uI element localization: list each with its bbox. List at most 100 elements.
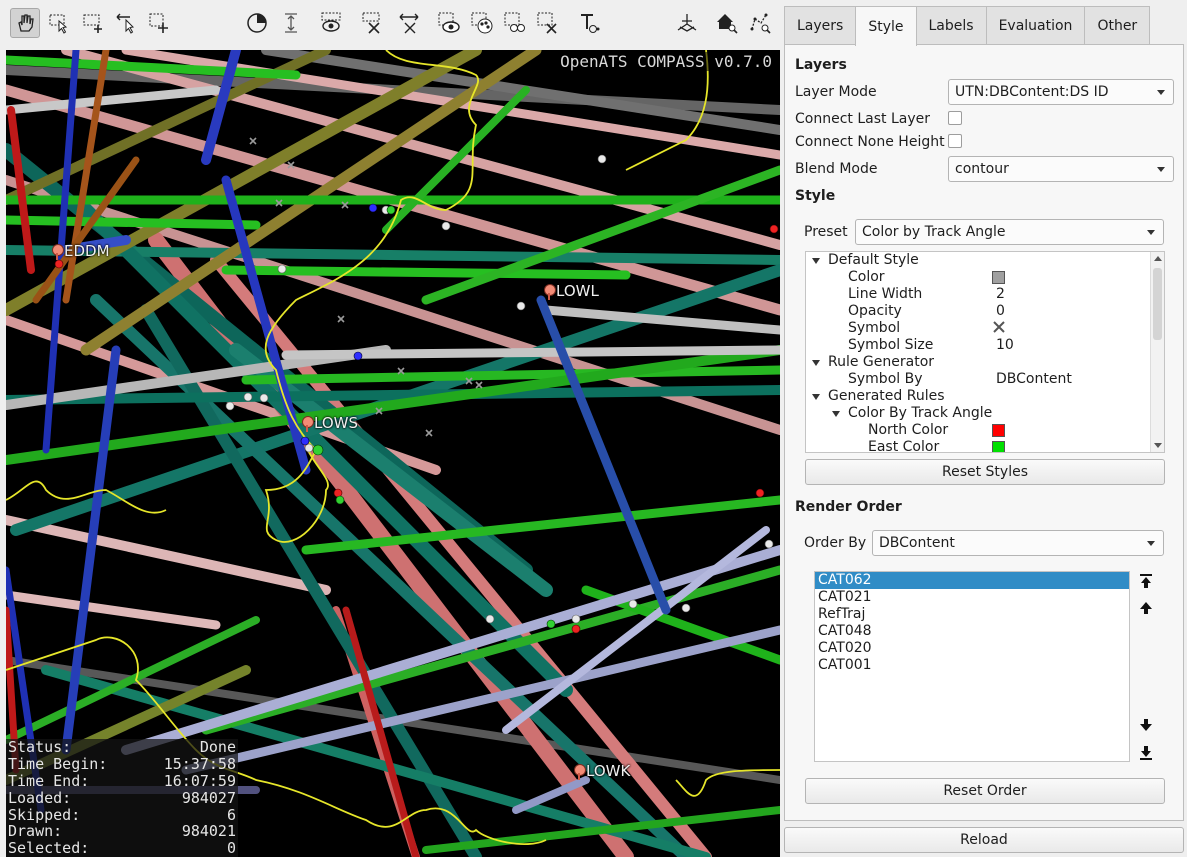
- tree-label: East Color: [868, 439, 940, 453]
- connect-last-layer-checkbox[interactable]: [948, 111, 962, 125]
- status-value: 984021: [181, 822, 236, 841]
- tree-row-generated-rules[interactable]: Generated Rules: [810, 388, 945, 405]
- expand-caret-icon[interactable]: [832, 411, 840, 417]
- status-label: Time Begin:: [8, 755, 108, 774]
- clear-selection-icon[interactable]: [357, 8, 387, 38]
- status-row: Time Begin: 15:37:58: [8, 756, 236, 773]
- tab-layers[interactable]: Layers: [784, 6, 857, 45]
- home-zoom-icon[interactable]: [712, 8, 742, 38]
- move-down-icon[interactable]: [1137, 716, 1155, 734]
- status-row: Selected: 0: [8, 840, 236, 857]
- tree-row-color[interactable]: Color: [806, 269, 1005, 286]
- measure-icon[interactable]: [500, 8, 530, 38]
- status-row: Loaded: 984027: [8, 790, 236, 807]
- reload-button[interactable]: Reload: [784, 827, 1184, 853]
- blend-mode-label: Blend Mode: [795, 161, 878, 177]
- navigate-hand-icon[interactable]: [10, 8, 40, 38]
- tree-row-line-width[interactable]: Line Width 2: [806, 286, 1005, 303]
- select-move-icon[interactable]: [111, 8, 141, 38]
- color-labels-icon[interactable]: [467, 8, 497, 38]
- tree-row-north-color[interactable]: North Color: [806, 422, 1005, 439]
- height-filter-icon[interactable]: [276, 8, 306, 38]
- move-up-icon[interactable]: [1137, 599, 1155, 617]
- chevron-down-icon: [1147, 541, 1155, 546]
- tree-row-color-by-track-angle[interactable]: Color By Track Angle: [830, 405, 992, 422]
- axis-3d-icon[interactable]: [672, 8, 702, 38]
- tree-label: Generated Rules: [828, 388, 945, 404]
- style-tree[interactable]: Default Style Color Line Width 2 Opacity…: [805, 251, 1165, 453]
- style-tab-pane: Layers Layer Mode UTN:DBContent:DS ID Co…: [784, 44, 1184, 821]
- select-add-icon[interactable]: [44, 8, 74, 38]
- preset-select[interactable]: Color by Track Angle: [855, 219, 1164, 245]
- list-item[interactable]: CAT020: [818, 640, 872, 656]
- clear-measure-icon[interactable]: [533, 8, 563, 38]
- airport-marker-lowk[interactable]: LOWK: [574, 762, 630, 780]
- scroll-thumb[interactable]: [1153, 268, 1162, 340]
- list-item[interactable]: CAT048: [818, 623, 872, 639]
- render-order-section-title: Render Order: [795, 499, 902, 515]
- blend-mode-select[interactable]: contour: [948, 156, 1174, 182]
- airport-label: LOWS: [314, 414, 358, 432]
- toggle-selection-icon[interactable]: [394, 8, 424, 38]
- tab-evaluation[interactable]: Evaluation: [985, 6, 1086, 45]
- tree-row-default-style[interactable]: Default Style: [810, 252, 919, 269]
- style-section-title: Style: [795, 188, 836, 204]
- color-swatch[interactable]: [992, 440, 1005, 452]
- tree-row-opacity[interactable]: Opacity 0: [806, 303, 1005, 320]
- move-to-bottom-icon[interactable]: [1137, 744, 1155, 762]
- x-icon[interactable]: [992, 320, 1006, 339]
- render-order-list[interactable]: CAT062 CAT021 RefTraj CAT048 CAT020 CAT0…: [814, 571, 1130, 762]
- status-value: 15:37:58: [163, 755, 236, 774]
- map-view[interactable]: OpenATS COMPASS v0.7.0 EDDM LOWL LOWS LO…: [6, 50, 780, 857]
- show-labels-icon[interactable]: [434, 8, 464, 38]
- airport-label: LOWL: [556, 282, 599, 300]
- tree-row-symbol-by[interactable]: Symbol By DBContent: [806, 371, 1072, 388]
- tree-label: Symbol: [848, 320, 901, 336]
- tab-labels[interactable]: Labels: [915, 6, 987, 45]
- show-selected-icon[interactable]: [316, 8, 346, 38]
- color-swatch[interactable]: [992, 423, 1005, 437]
- airport-marker-lowl[interactable]: LOWL: [544, 282, 599, 300]
- scroll-down-icon[interactable]: [1154, 443, 1162, 448]
- scroll-up-icon[interactable]: [1154, 256, 1162, 261]
- tree-label: Color: [848, 269, 885, 285]
- graph-zoom-icon[interactable]: [746, 8, 776, 38]
- tree-row-east-color[interactable]: East Color: [806, 439, 1005, 453]
- status-label: Skipped:: [8, 805, 81, 824]
- settings-panel: Layers Style Labels Evaluation Other Lay…: [784, 0, 1187, 857]
- order-by-select[interactable]: DBContent: [872, 530, 1164, 556]
- tree-row-rule-generator[interactable]: Rule Generator: [810, 354, 934, 371]
- color-swatch[interactable]: [992, 270, 1005, 284]
- preset-label: Preset: [804, 224, 848, 240]
- layer-mode-select[interactable]: UTN:DBContent:DS ID: [948, 79, 1174, 105]
- airport-marker-lows[interactable]: LOWS: [302, 414, 358, 432]
- move-to-top-icon[interactable]: [1137, 572, 1155, 590]
- select-rect-icon[interactable]: [144, 8, 174, 38]
- reset-order-button[interactable]: Reset Order: [805, 778, 1165, 804]
- text-tool-icon[interactable]: [574, 8, 604, 38]
- chevron-down-icon: [1147, 230, 1155, 235]
- list-item[interactable]: CAT001: [818, 657, 872, 673]
- airport-marker-eddm[interactable]: EDDM: [52, 242, 110, 260]
- reset-styles-button[interactable]: Reset Styles: [805, 459, 1165, 485]
- location-pin-icon: [544, 284, 556, 300]
- time-filter-icon[interactable]: [242, 8, 272, 38]
- tree-label: Color By Track Angle: [848, 405, 993, 421]
- expand-caret-icon[interactable]: [812, 258, 820, 264]
- tree-scrollbar[interactable]: [1150, 252, 1164, 452]
- list-item[interactable]: CAT062: [815, 572, 1129, 589]
- expand-caret-icon[interactable]: [812, 394, 820, 400]
- tree-row-symbol-size[interactable]: Symbol Size 10: [806, 337, 1014, 354]
- tab-other[interactable]: Other: [1084, 6, 1151, 45]
- connect-last-layer-label: Connect Last Layer: [795, 111, 930, 127]
- tree-row-symbol[interactable]: Symbol: [806, 320, 1005, 337]
- list-item[interactable]: CAT021: [818, 589, 872, 605]
- status-label: Loaded:: [8, 788, 72, 807]
- list-item[interactable]: RefTraj: [818, 606, 866, 622]
- tab-style[interactable]: Style: [855, 6, 917, 46]
- connect-none-height-checkbox[interactable]: [948, 134, 962, 148]
- tree-label: Symbol By: [848, 371, 923, 387]
- select-rect-add-icon[interactable]: [78, 8, 108, 38]
- expand-caret-icon[interactable]: [812, 360, 820, 366]
- location-pin-icon: [302, 416, 314, 432]
